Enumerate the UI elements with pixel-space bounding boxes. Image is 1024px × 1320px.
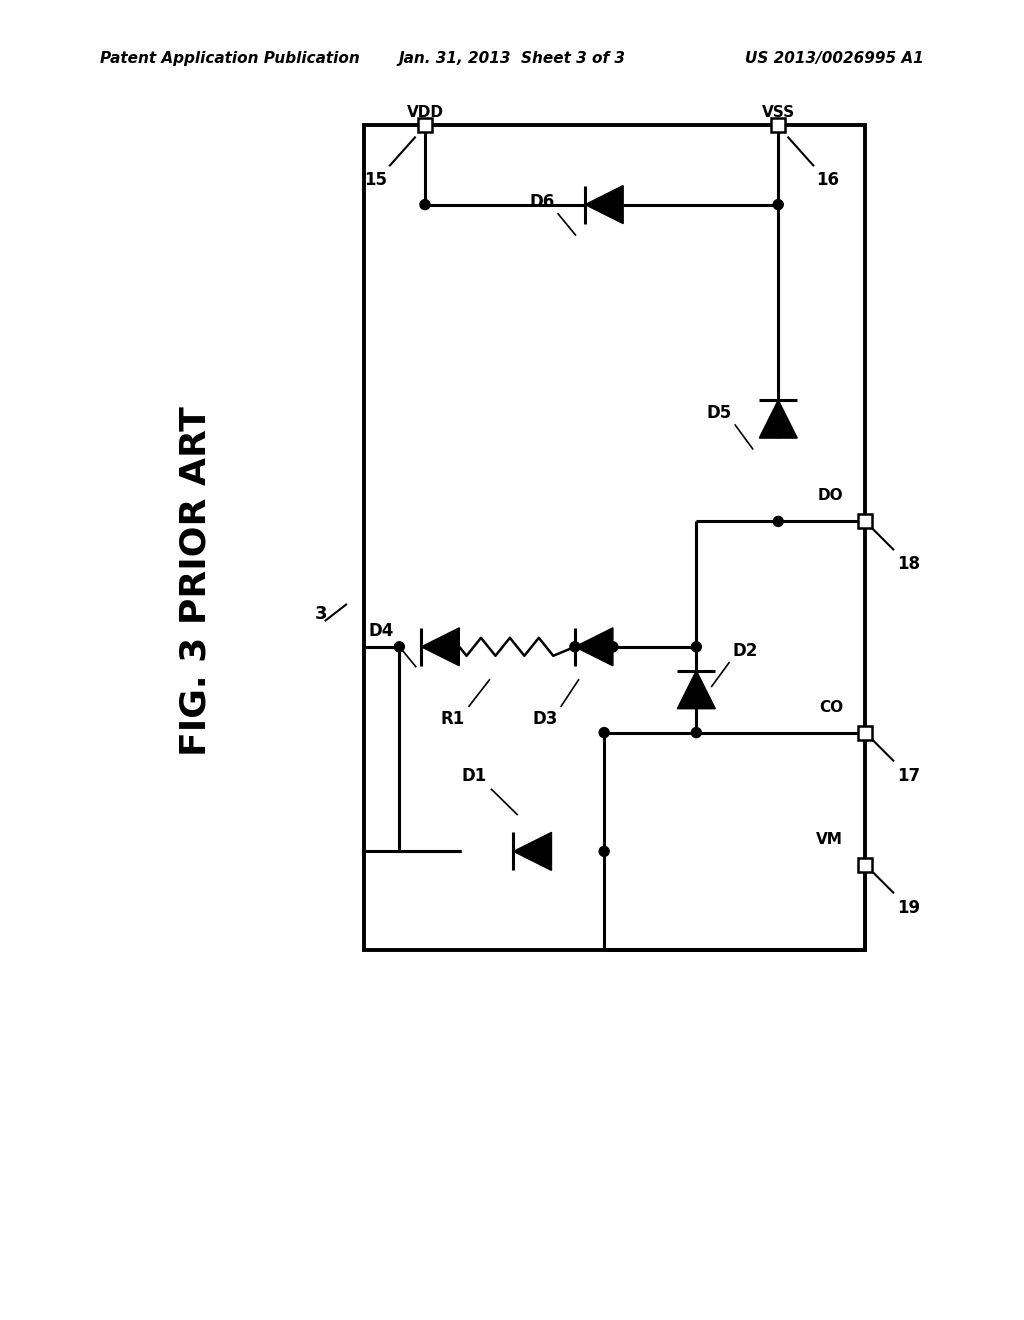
Bar [418, 119, 432, 132]
Text: D2: D2 [732, 642, 758, 660]
Text: 15: 15 [364, 172, 387, 189]
Text: FIG. 3 PRIOR ART: FIG. 3 PRIOR ART [178, 405, 212, 756]
Polygon shape [421, 628, 460, 665]
Bar [771, 119, 785, 132]
Circle shape [599, 727, 609, 738]
Text: R1: R1 [440, 710, 465, 729]
Bar [858, 726, 872, 739]
Text: 3: 3 [315, 605, 328, 623]
Polygon shape [585, 186, 624, 223]
Circle shape [420, 199, 430, 210]
Bar [364, 125, 865, 950]
Text: CO: CO [819, 700, 844, 714]
Circle shape [599, 846, 609, 857]
Circle shape [691, 727, 701, 738]
Text: D4: D4 [369, 622, 394, 640]
Circle shape [691, 642, 701, 652]
Polygon shape [759, 400, 798, 438]
Circle shape [608, 642, 617, 652]
Text: US 2013/0026995 A1: US 2013/0026995 A1 [745, 50, 924, 66]
Polygon shape [513, 833, 552, 870]
Text: D6: D6 [529, 193, 555, 211]
Text: VSS: VSS [762, 106, 795, 120]
Polygon shape [574, 628, 613, 665]
Text: VDD: VDD [407, 106, 443, 120]
Text: 16: 16 [816, 172, 840, 189]
Bar [858, 515, 872, 528]
Text: 19: 19 [897, 899, 921, 916]
Text: VM: VM [816, 832, 844, 846]
Text: Patent Application Publication: Patent Application Publication [100, 50, 359, 66]
Polygon shape [677, 671, 716, 709]
Text: DO: DO [817, 488, 844, 503]
Circle shape [773, 199, 783, 210]
Circle shape [570, 642, 580, 652]
Text: D5: D5 [707, 404, 732, 422]
Bar [858, 858, 872, 871]
Text: 18: 18 [897, 556, 921, 573]
Circle shape [773, 516, 783, 527]
Circle shape [394, 642, 404, 652]
Text: 17: 17 [897, 767, 921, 784]
Text: D1: D1 [461, 767, 486, 785]
Text: Jan. 31, 2013  Sheet 3 of 3: Jan. 31, 2013 Sheet 3 of 3 [398, 50, 626, 66]
Text: D3: D3 [532, 710, 558, 729]
